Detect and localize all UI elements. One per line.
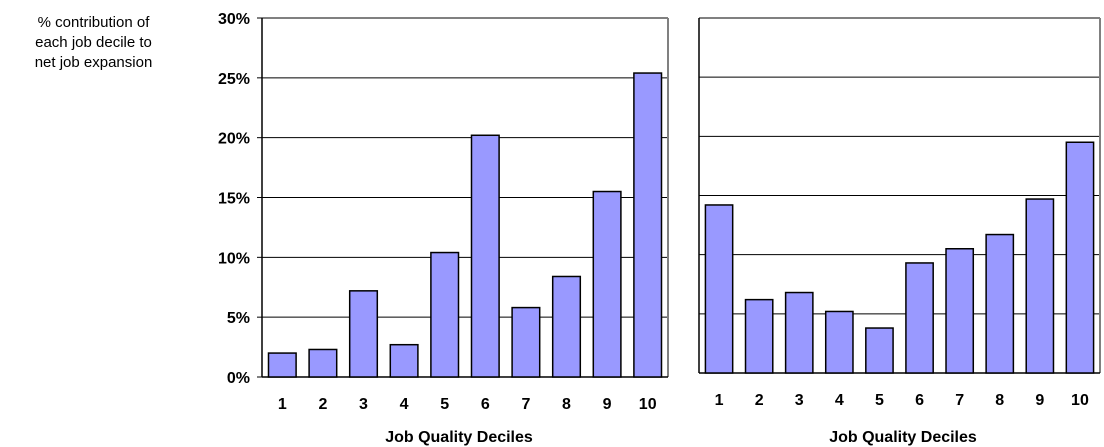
chart1-bar [267, 352, 297, 378]
chart2-bar [744, 298, 774, 374]
chart2-x-tick-label: 4 [835, 392, 844, 409]
chart1-x-tick-label: 5 [440, 396, 449, 413]
chart1-x-tick-label: 4 [400, 396, 409, 413]
chart1-y-tick-label: 20% [218, 131, 250, 148]
chart1-bar [348, 290, 379, 378]
chart1-y-tick-label: 0% [227, 370, 250, 387]
chart2-x-tick-label: 3 [795, 392, 804, 409]
y-axis-label-line: net job expansion [34, 54, 153, 71]
chart1-x-tick-label: 6 [481, 396, 490, 413]
chart2-bar [824, 310, 854, 374]
chart1-bar [551, 275, 582, 378]
chart2-bar [865, 327, 894, 374]
chart2-bar [945, 248, 975, 374]
chart1-bar [430, 251, 460, 378]
chart2-x-tick-label: 7 [955, 392, 964, 409]
chart1-x-axis-title: Job Quality Deciles [385, 429, 533, 446]
chart1-bar [389, 343, 419, 378]
chart1-x-tick-label: 9 [603, 396, 612, 413]
chart1-x-tick-label: 1 [278, 396, 287, 413]
chart2-bar [1065, 141, 1095, 374]
chart1-bar [470, 134, 500, 378]
y-axis-label-line: each job decile to [35, 34, 152, 51]
chart2-bar [704, 204, 734, 374]
chart2-bar [985, 233, 1015, 374]
chart1-y-tick-label: 30% [218, 11, 250, 28]
chart1-x-tick-label: 10 [639, 396, 657, 413]
y-axis-label: % contribution of each job decile to net… [6, 13, 181, 73]
chart1-y-tick-label: 15% [218, 191, 250, 208]
chart1-x-tick-label: 3 [359, 396, 368, 413]
chart2-x-tick-label: 6 [915, 392, 924, 409]
chart2-x-tick-label: 5 [875, 392, 884, 409]
chart2-bar [1025, 198, 1055, 374]
chart1-bar [511, 306, 541, 378]
chart1-y-tick-label: 25% [218, 71, 250, 88]
chart2-x-axis-title: Job Quality Deciles [829, 429, 977, 446]
chart1-bar [592, 190, 622, 378]
chart2-bar [784, 291, 814, 374]
chart1-y-tick-label: 5% [227, 310, 250, 327]
chart2-x-tick-label: 1 [715, 392, 724, 409]
chart2-bar [905, 262, 934, 374]
chart1-bar [308, 348, 338, 378]
chart1-bar [633, 72, 663, 378]
chart1-x-tick-label: 8 [562, 396, 571, 413]
chart2-x-tick-label: 2 [755, 392, 764, 409]
chart1-y-tick-label: 10% [218, 250, 250, 267]
chart1-x-tick-label: 7 [521, 396, 530, 413]
chart2-x-tick-label: 8 [995, 392, 1004, 409]
chart1-x-tick-label: 2 [318, 396, 327, 413]
y-axis-label-line: % contribution of [37, 14, 150, 31]
chart2-x-tick-label: 9 [1035, 392, 1044, 409]
chart2-x-tick-label: 10 [1071, 392, 1089, 409]
